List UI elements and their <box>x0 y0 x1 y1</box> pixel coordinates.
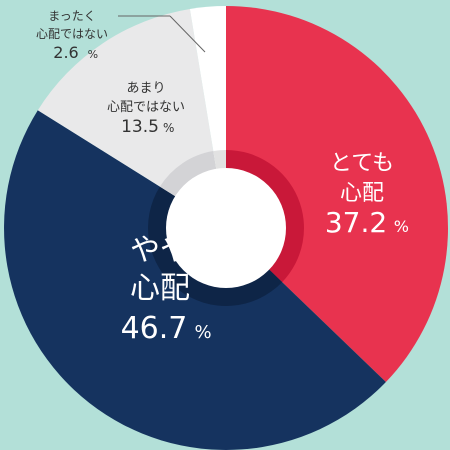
pie-slice <box>226 6 449 382</box>
slice-category-label: 心配 <box>130 271 190 306</box>
slice-category-label: やや <box>130 233 190 268</box>
callout-line <box>169 15 206 53</box>
slice-category-label: あまり <box>126 81 165 96</box>
slice-value-label: 13.5 <box>121 117 159 137</box>
slice-unit-label: % <box>163 121 174 135</box>
slice-unit-label: % <box>88 48 98 61</box>
donut-hole <box>166 168 286 288</box>
slice-value-label: 46.7 <box>121 311 188 346</box>
slice-unit-label: % <box>394 217 409 236</box>
slice-unit-label: % <box>195 322 212 343</box>
slice-value-label: 2.6 <box>53 43 78 62</box>
slice-category-label: とても <box>330 151 394 176</box>
slice-value-label: 37.2 <box>325 206 387 239</box>
slice-category-label: まったく <box>48 9 96 23</box>
slice-category-label: 心配ではない <box>36 27 108 41</box>
slice-category-label: 心配 <box>340 181 384 206</box>
slice-category-label: 心配ではない <box>107 100 185 115</box>
